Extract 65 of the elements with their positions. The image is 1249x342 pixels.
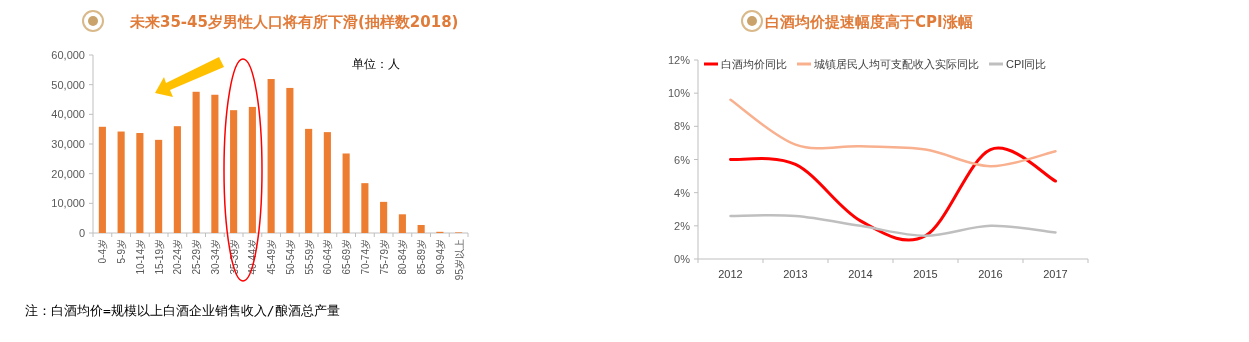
y-tick-label: 60,000	[51, 49, 85, 61]
y-tick-label: 30,000	[51, 138, 85, 150]
bar	[117, 131, 125, 233]
x-tick-label: 65-69岁	[341, 239, 353, 275]
x-tick-label: 10-14岁	[134, 239, 146, 275]
x-tick-label: 80-84岁	[397, 239, 409, 275]
y-tick-label: 12%	[667, 54, 691, 66]
line-series	[729, 213, 1057, 238]
bar	[417, 224, 425, 233]
x-tick-label: 50-54岁	[284, 239, 296, 275]
x-tick-label: 2013	[783, 268, 808, 280]
x-tick-label: 2016	[978, 268, 1003, 280]
y-tick-label: 8%	[674, 120, 691, 133]
bar	[286, 87, 294, 233]
bar	[380, 201, 388, 233]
legend-label: 白酒均价同比	[721, 58, 787, 70]
legend-label: 城镇居民人均可支配收入实际同比	[813, 58, 979, 70]
y-tick-label: 4%	[674, 186, 691, 199]
line-series	[729, 98, 1057, 168]
y-tick-label: 40,000	[51, 108, 85, 121]
x-tick-label: 25-29岁	[191, 239, 203, 275]
bar	[211, 94, 219, 233]
bar	[342, 153, 350, 233]
y-tick-label: 20,000	[51, 167, 85, 180]
x-tick-label: 20-24岁	[172, 239, 184, 275]
x-tick-label: 90-94岁	[434, 239, 446, 275]
bar	[98, 126, 106, 233]
bar	[230, 110, 238, 233]
x-tick-label: 75-79岁	[378, 239, 390, 275]
bar	[136, 133, 144, 233]
y-tick-label: 10%	[667, 87, 691, 100]
x-tick-label: 95岁以上	[453, 239, 465, 281]
chart-title: 白酒均价提速幅度高于CPI涨幅	[765, 13, 973, 31]
x-tick-label: 5-9岁	[116, 239, 128, 264]
bar	[192, 91, 200, 233]
y-tick-label: 10,000	[51, 197, 85, 210]
x-tick-label: 60-64岁	[322, 239, 334, 275]
x-tick-label: 85-89岁	[416, 239, 428, 275]
y-tick-label: 0	[78, 227, 85, 239]
x-tick-label: 45-49岁	[266, 239, 278, 275]
bar	[155, 139, 163, 233]
bar	[361, 183, 369, 233]
bar	[398, 214, 406, 233]
x-tick-label: 55-59岁	[303, 239, 315, 275]
x-tick-label: 2015	[913, 268, 938, 280]
bar	[267, 79, 275, 233]
x-tick-label: 0-4岁	[97, 239, 109, 264]
y-tick-label: 2%	[674, 219, 691, 232]
x-tick-label: 15-19岁	[153, 239, 165, 275]
bar	[305, 128, 313, 233]
x-tick-label: 2012	[718, 268, 743, 280]
x-tick-label: 2014	[848, 268, 873, 280]
bar	[323, 132, 331, 233]
legend-label: CPI同比	[1006, 58, 1047, 70]
bar	[173, 126, 181, 233]
bar	[248, 106, 256, 233]
chart-title: 未来35-45岁男性人口将有所下滑(抽样数2018)	[129, 13, 459, 31]
text: 注：白酒均价=规模以上白酒企业销售收入/酿酒总产量	[25, 303, 340, 318]
annotation: 单位：人	[352, 57, 400, 71]
y-tick-label: 0%	[674, 253, 691, 265]
x-tick-label: 30-34岁	[209, 239, 221, 275]
x-tick-label: 70-74岁	[359, 239, 371, 275]
y-tick-label: 6%	[674, 153, 691, 166]
x-tick-label: 2017	[1043, 268, 1068, 280]
y-tick-label: 50,000	[51, 78, 85, 91]
